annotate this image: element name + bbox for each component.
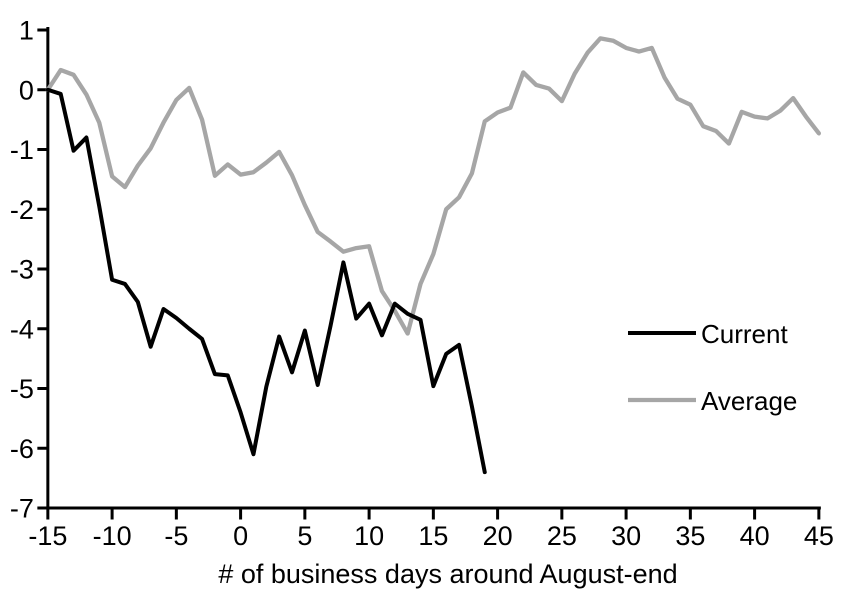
x-tick-label: 30 [611,521,641,551]
x-tick-labels: -15 -10 -5 0 5 10 15 20 25 30 35 40 45 [28,521,834,551]
y-tick-label: -5 [10,374,34,404]
y-tick-label: -4 [10,314,34,344]
legend-label-average: Average [701,386,797,416]
y-tick-label: -6 [10,434,34,464]
y-tick-label: 0 [19,75,34,105]
x-tick-label: 25 [547,521,577,551]
x-tick-label: 35 [675,521,705,551]
y-tick-label: 1 [19,16,34,46]
x-tick-label: 5 [297,521,312,551]
x-tick-label: -10 [93,521,132,551]
generated-chart-content: 10-1-2-3-4-5-6-7-15 -10 -5 0 5 10 15 20 25 30 35 40… [10,16,834,552]
x-tick-label: 15 [418,521,448,551]
y-tick-label: -1 [10,135,34,165]
x-tick-label: -5 [164,521,188,551]
x-tick-label: -15 [28,521,67,551]
x-tick-label: 45 [804,521,834,551]
y-tick-label: -2 [10,195,34,225]
average-line [45,36,821,336]
legend-item-current: Current [628,319,788,349]
x-tick-label: 0 [233,521,248,551]
legend: Current Average [628,319,797,416]
x-tick-label: 20 [483,521,513,551]
x-tick-label: 40 [740,521,770,551]
y-tick-label: -7 [10,494,34,524]
legend-label-current: Current [701,319,788,349]
x-axis-title: # of business days around August-end [218,559,677,589]
legend-item-average: Average [628,386,797,416]
x-tick-label: 10 [354,521,384,551]
y-tick-labels: 1 0 -1 -2 -3 -4 -5 -6 -7 [10,16,34,524]
axes [37,27,821,520]
y-tick-label: -3 [10,255,34,285]
current-line [45,87,487,475]
